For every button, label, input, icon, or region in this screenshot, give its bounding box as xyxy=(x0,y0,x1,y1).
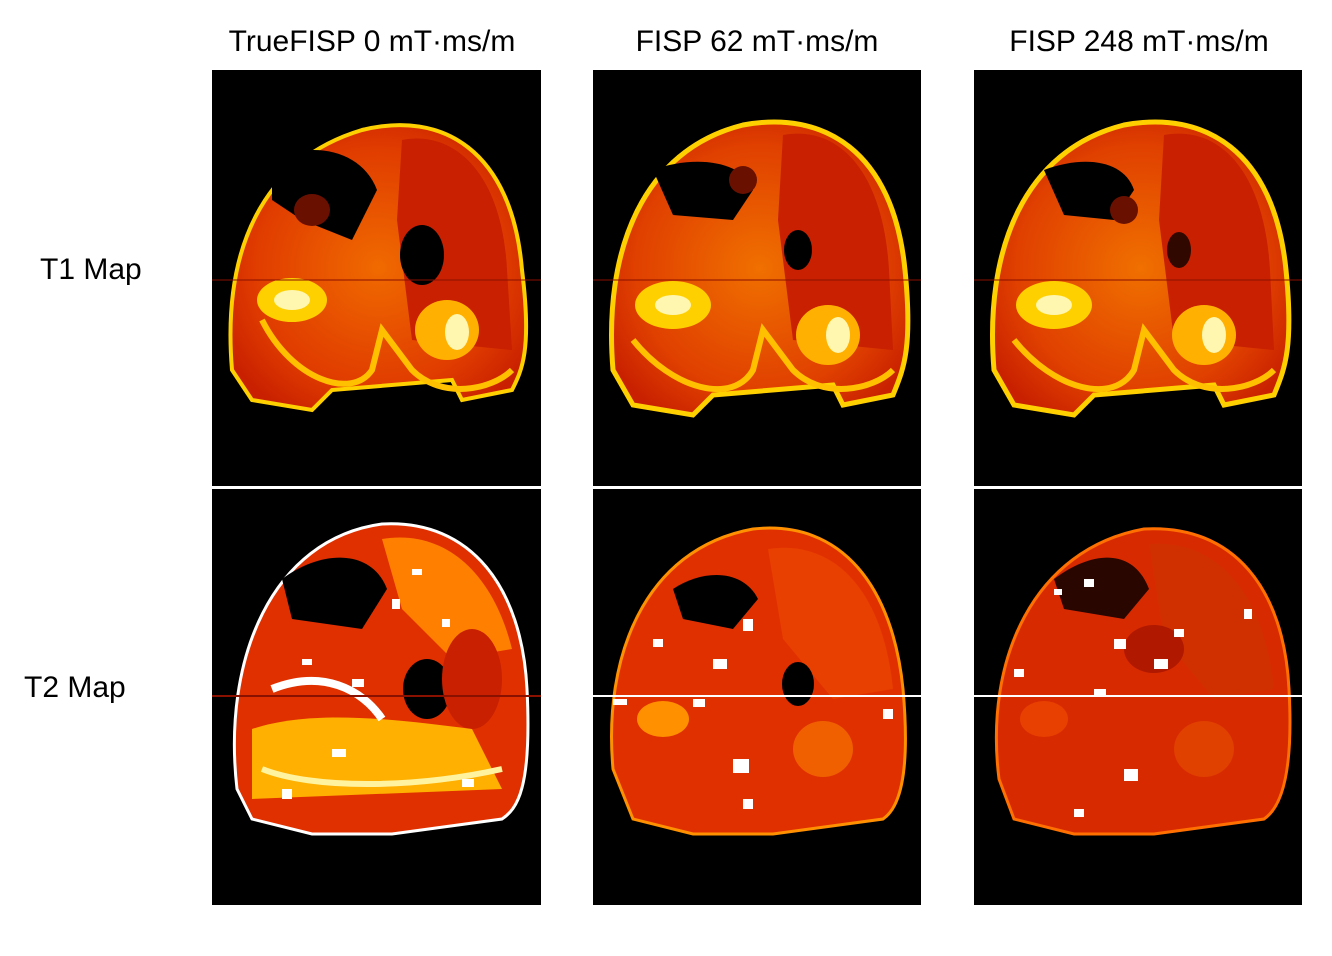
column-title-fisp-62: FISP 62 mT·ms/m xyxy=(635,25,879,58)
t1-map-fisp-248-image xyxy=(974,70,1302,486)
t1-map-truefisp-image xyxy=(212,70,541,486)
t2-map-fisp-62-image xyxy=(593,489,921,905)
row-label-t2-map: T2 Map xyxy=(24,671,126,704)
column-title-truefisp-0: TrueFISP 0 mT·ms/m xyxy=(228,25,516,58)
t2-map-truefisp-image xyxy=(212,489,541,905)
column-title-fisp-248: FISP 248 mT·ms/m xyxy=(1009,25,1269,58)
t1-map-fisp-62-image xyxy=(593,70,921,486)
row-label-t1-map: T1 Map xyxy=(40,253,142,286)
t2-map-fisp-248-image xyxy=(974,489,1302,905)
